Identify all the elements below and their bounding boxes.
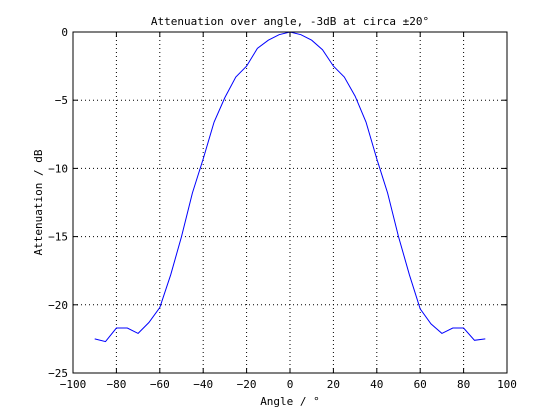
- x-tick-label: 60: [414, 378, 427, 391]
- x-tick-label: −100: [60, 378, 87, 391]
- x-tick-label: −40: [193, 378, 213, 391]
- x-tick-label: 0: [287, 378, 294, 391]
- x-axis-label: Angle / °: [260, 395, 320, 408]
- y-tick-label: −20: [48, 299, 68, 312]
- x-tick-label: 100: [497, 378, 517, 391]
- plot-area: [73, 32, 507, 373]
- x-tick-label: −60: [150, 378, 170, 391]
- x-tick-label: −80: [106, 378, 126, 391]
- grid: [73, 32, 507, 373]
- y-tick-label: −5: [55, 94, 68, 107]
- y-tick-label: −10: [48, 162, 68, 175]
- y-tick-label: 0: [61, 26, 68, 39]
- x-tick-label: 20: [327, 378, 340, 391]
- ticks: −100 −80 −60 −40 −20 0 20 40 60 80 100 0 −5 −10 −15 −20…: [48, 26, 517, 391]
- x-tick-label: 40: [370, 378, 383, 391]
- chart-title: Attenuation over angle, -3dB at circa ±2…: [151, 15, 429, 28]
- y-tick-label: −15: [48, 231, 68, 244]
- y-axis-label: Attenuation / dB: [32, 149, 45, 255]
- x-tick-label: 80: [457, 378, 470, 391]
- x-tick-label: −20: [237, 378, 257, 391]
- y-tick-label: −25: [48, 367, 68, 380]
